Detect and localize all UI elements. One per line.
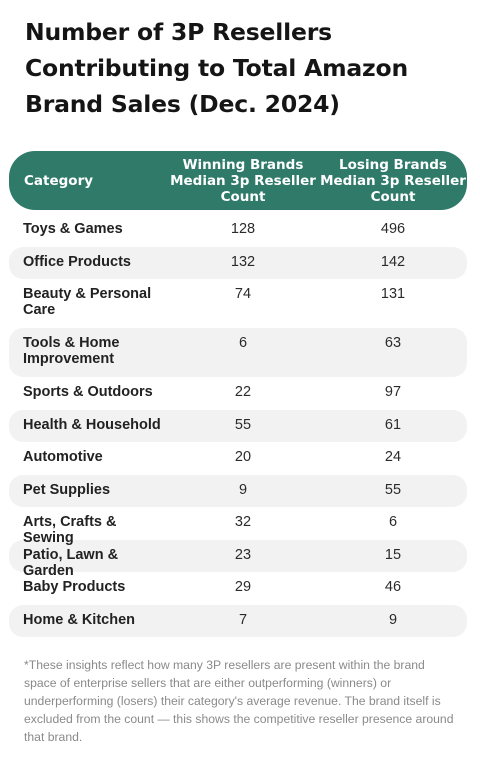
row-losing-count: 496: [380, 221, 406, 237]
row-losing-count: 63: [384, 335, 402, 351]
row-category: Office Products: [23, 253, 131, 270]
row-winning-count: 132: [230, 253, 256, 270]
row-losing-count: 15: [384, 546, 402, 563]
row-winning-count: 55: [234, 416, 252, 433]
row-winning-count: 23: [234, 546, 252, 563]
row-winning-count: 128: [230, 221, 256, 237]
chart-title: Number of 3P Resellers Contributing to T…: [25, 18, 408, 118]
row-category: Patio, Lawn & Garden: [23, 546, 119, 579]
header-winning: Winning Brands Median 3p Reseller Count: [170, 156, 316, 205]
row-winning-count: 22: [234, 384, 252, 400]
table-row: Tools & Home Improvement 6 63: [9, 328, 467, 377]
row-losing-count: 131: [380, 286, 406, 302]
footnote: *These insights reflect how many 3P rese…: [24, 658, 454, 744]
row-category: Baby Products: [23, 579, 126, 595]
row-losing-count: 61: [384, 416, 402, 433]
table-row: Sports & Outdoors 22 97: [9, 377, 467, 410]
row-category: Beauty & Personal Care: [23, 286, 152, 318]
row-losing-count: 6: [388, 514, 398, 530]
table-row: Office Products 132 142: [9, 246, 467, 279]
row-winning-count: 74: [234, 286, 252, 302]
row-category: Sports & Outdoors: [23, 384, 153, 400]
row-category: Home & Kitchen: [23, 611, 135, 628]
row-losing-count: 46: [384, 579, 402, 595]
row-category: Health & Household: [23, 416, 161, 433]
row-winning-count: 32: [234, 514, 252, 530]
row-winning-count: 6: [238, 335, 248, 351]
row-losing-count: 9: [388, 611, 398, 628]
row-category: Automotive: [23, 449, 103, 465]
row-winning-count: 7: [238, 611, 248, 628]
table-row: Beauty & Personal Care 74 131: [9, 279, 467, 328]
row-winning-count: 9: [238, 481, 248, 498]
row-category: Toys & Games: [23, 221, 123, 237]
row-category: Tools & Home Improvement: [23, 335, 120, 367]
row-losing-count: 142: [380, 253, 406, 270]
row-winning-count: 20: [234, 449, 252, 465]
table-row: Health & Household 55 61: [9, 409, 467, 442]
table-row: Home & Kitchen 7 9: [9, 604, 467, 637]
table-header: Category Winning Brands Median 3p Resell…: [9, 151, 467, 210]
row-category: Arts, Crafts & Sewing: [23, 514, 117, 546]
table-row: Patio, Lawn & Garden 23 15: [9, 539, 467, 579]
table-row: Pet Supplies 9 55: [9, 474, 467, 507]
row-losing-count: 97: [384, 384, 402, 400]
row-losing-count: 55: [384, 481, 402, 498]
data-table: Category Winning Brands Median 3p Resell…: [9, 151, 467, 637]
row-category: Pet Supplies: [23, 481, 111, 498]
row-losing-count: 24: [384, 449, 402, 465]
header-losing: Losing Brands Median 3p Reseller Count: [320, 156, 466, 205]
table-row: Toys & Games 128 496: [9, 214, 467, 247]
table-body: Toys & Games 128 496 Office Products 132 142 B…: [9, 214, 467, 637]
table-row: Baby Products 29 46: [9, 572, 467, 605]
row-winning-count: 29: [234, 579, 252, 595]
table-row: Arts, Crafts & Sewing 32 6: [9, 507, 467, 546]
table-row: Automotive 20 24: [9, 442, 467, 475]
header-category: Category: [24, 172, 94, 189]
